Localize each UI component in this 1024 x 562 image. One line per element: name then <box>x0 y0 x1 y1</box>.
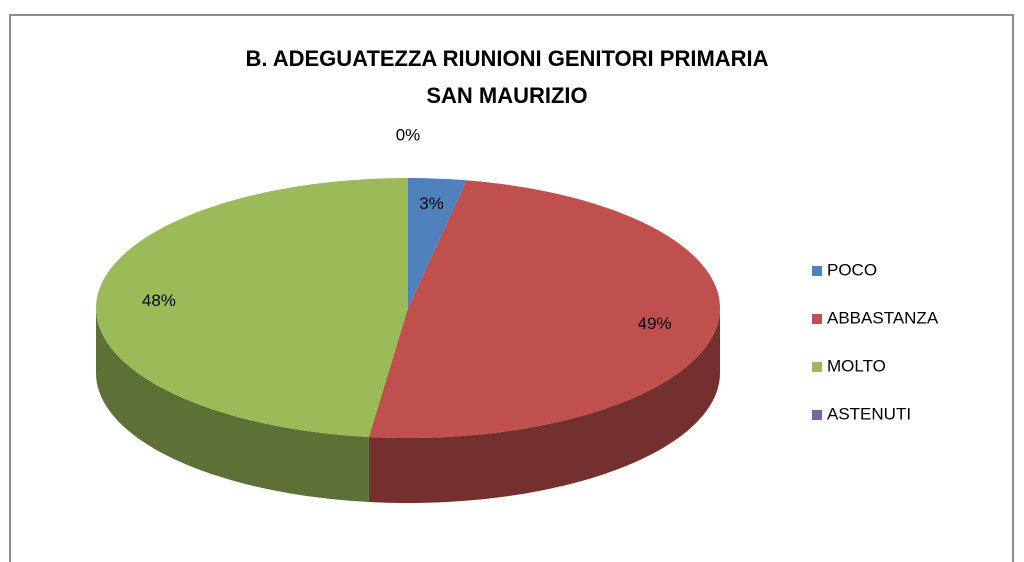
data-label: 3% <box>419 194 444 213</box>
legend-swatch <box>812 362 822 372</box>
legend-swatch <box>812 410 822 420</box>
pie-side <box>96 308 369 502</box>
data-label: 48% <box>142 291 176 310</box>
pie-side <box>368 308 720 503</box>
legend-swatch <box>812 314 822 324</box>
chart-title: SAN MAURIZIO <box>426 83 587 108</box>
pie-slice <box>368 180 720 438</box>
data-label: 0% <box>396 126 421 145</box>
legend-label: ABBASTANZA <box>827 308 939 327</box>
chart-title: B. ADEGUATEZZA RIUNIONI GENITORI PRIMARI… <box>245 46 768 71</box>
data-label: 49% <box>638 314 672 333</box>
pie-slice <box>408 178 467 308</box>
legend-label: MOLTO <box>827 356 886 375</box>
legend-label: POCO <box>827 260 877 279</box>
pie-slice <box>96 178 408 437</box>
legend-label: ASTENUTI <box>827 404 911 423</box>
legend-swatch <box>812 266 822 276</box>
